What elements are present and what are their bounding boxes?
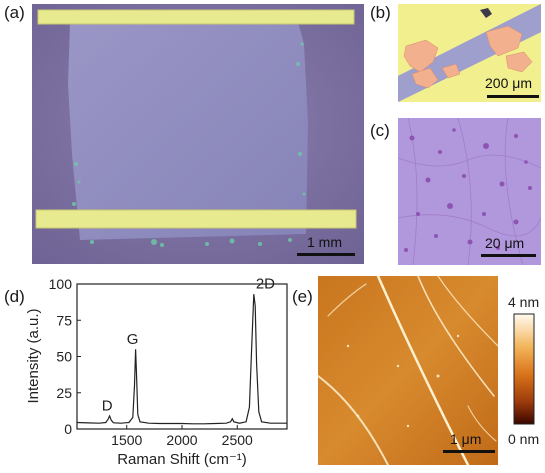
wrinkle-lines [398, 118, 541, 265]
dark-spots [404, 128, 532, 252]
y-axis-title: Intensity (a.u.) [25, 308, 42, 403]
afm-background [318, 276, 498, 465]
y-tick-label: 50 [56, 349, 72, 365]
y-tick-label: 0 [64, 421, 72, 437]
afm-wrinkles [318, 276, 498, 465]
panel-a-scale-label: 1 mm [307, 234, 342, 250]
panel-c-optical-image [398, 118, 541, 265]
colorbar-min-label: 0 nm [508, 431, 539, 447]
dark-debris [480, 8, 492, 18]
flakes [403, 25, 533, 89]
panel-e-scale-bar [443, 450, 495, 453]
graphene-film [68, 18, 308, 240]
colorbar-max-label: 4 nm [508, 294, 539, 310]
panel-b-scale-label: 200 μm [485, 75, 532, 91]
panel-b-optical-image [398, 4, 541, 102]
peak-label-g: G [127, 331, 139, 348]
afm-dots [346, 334, 460, 428]
panel-a-optical-image [32, 4, 364, 264]
y-tick-label: 100 [49, 278, 73, 292]
panel-a-label: (a) [4, 3, 25, 22]
x-axis-title: Raman Shift (cm⁻¹) [117, 451, 247, 468]
peak-label-2d: 2D [256, 278, 275, 293]
raman-spectrum-line [76, 294, 287, 425]
panel-c-scale-label: 20 μm [485, 235, 525, 251]
x-tick-label: 2000 [166, 432, 197, 448]
panel-e-afm-image [318, 276, 498, 465]
y-tick-label: 75 [56, 312, 72, 328]
x-tick-label: 1500 [111, 432, 142, 448]
residue-spots [72, 42, 306, 247]
panel-e-scale-label: 1 μm [450, 431, 482, 447]
panel-b-scale-bar [487, 95, 539, 98]
panel-e-label: (e) [292, 287, 313, 306]
panel-d-label: (d) [4, 287, 25, 306]
peak-label-d: D [102, 398, 113, 415]
panel-c-label: (c) [370, 121, 390, 140]
bottom-electrode [35, 209, 357, 229]
top-electrode [37, 9, 355, 25]
y-tick-label: 25 [56, 385, 72, 401]
raman-chart: 0 25 50 75 100 1500 2000 2500 D G 2D Raman Shift … [20, 278, 290, 473]
panel-b-label: (b) [370, 3, 391, 22]
x-tick-label: 2500 [222, 432, 253, 448]
colorbar-gradient [513, 313, 535, 425]
afm-colorbar: 4 nm 0 nm [504, 292, 545, 452]
panel-c-scale-bar [481, 254, 536, 257]
panel-a-scale-bar [297, 253, 355, 256]
